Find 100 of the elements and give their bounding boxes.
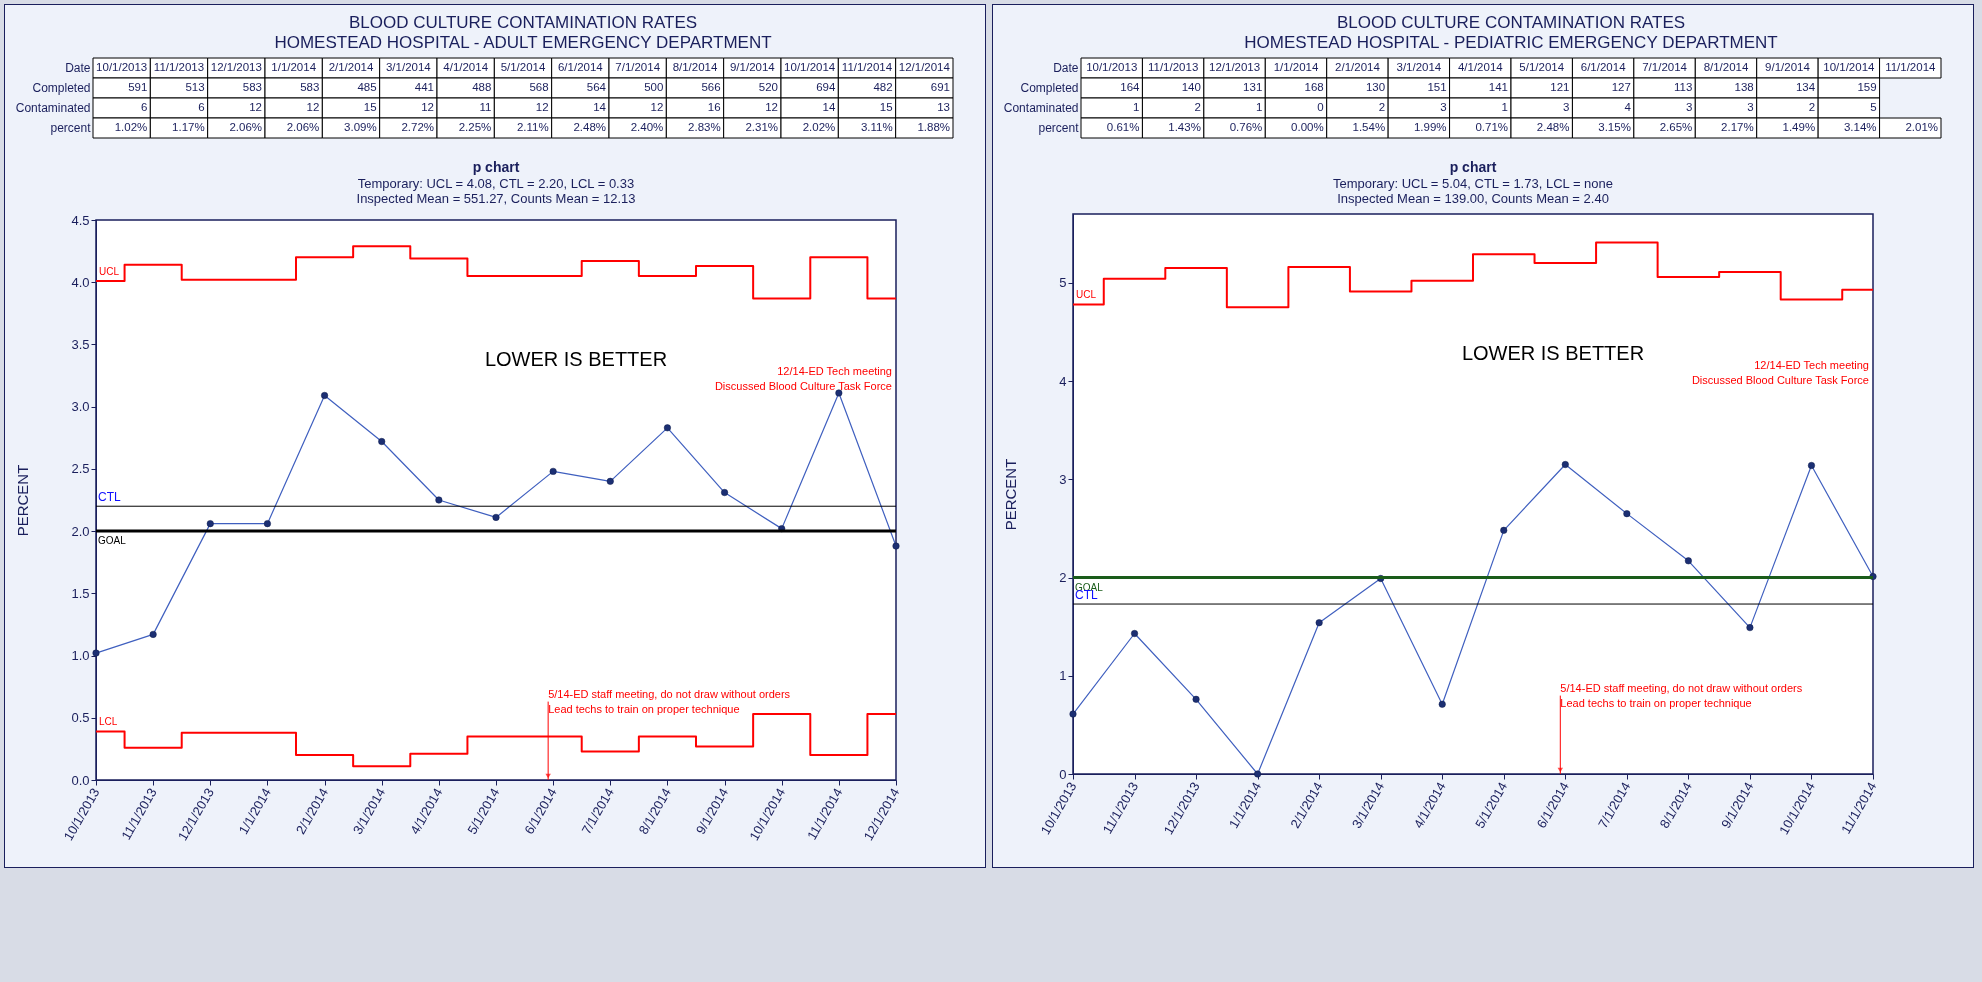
x-tick-label: 10/1/2013 [1086, 61, 1138, 73]
x-tick-label: 8/1/2014 [672, 61, 718, 73]
data-label: 12 [306, 101, 320, 113]
data-label: 591 [128, 81, 148, 93]
y-tick-label: 0.0 [71, 772, 90, 788]
y-tick-label: 3.0 [71, 399, 90, 415]
data-label: 14 [822, 101, 836, 113]
annotation: 12/14-ED Tech meeting Discussed Blood Culture Task Force [1691, 358, 1869, 386]
y-tick-label: 2 [1059, 570, 1067, 586]
data-label: 583 [242, 81, 262, 93]
chart-title: BLOOD CULTURE CONTAMINATION RATES [1336, 12, 1686, 32]
x-tick-label: 2/1/2014 [328, 61, 374, 73]
data-label: 2.48% [573, 121, 606, 133]
data-label: 0.76% [1229, 121, 1263, 133]
data-label: 2.17% [1721, 121, 1754, 133]
data-label: 566 [701, 81, 721, 93]
data-label: 131 [1243, 81, 1263, 93]
data-label: 12 [421, 101, 434, 113]
data-label: 1 [1255, 101, 1263, 113]
y-tick-label: Contaminated [1003, 101, 1079, 115]
data-label: 2 [1808, 101, 1816, 113]
annotation: 5/14-ED staff meeting, do not draw without orders Lead techs to train on proper technique [1560, 681, 1803, 709]
data-label: 2.48% [1536, 121, 1570, 133]
data-label: 2.31% [745, 121, 778, 133]
data-label: 3 [1440, 101, 1447, 113]
data-label: 441 [414, 81, 434, 93]
y-tick-label: 1.5 [71, 585, 90, 601]
series-label: LCL [99, 716, 118, 728]
data-label: 12 [249, 101, 262, 113]
data-label: 3 [1563, 101, 1570, 113]
x-tick-label: 10/1/2014 [1823, 61, 1876, 73]
data-label: 1.43% [1168, 121, 1201, 133]
x-tick-label: 4/1/2014 [1457, 61, 1504, 73]
series-label: UCL [1076, 289, 1097, 301]
x-tick-label: 2/1/2014 [1335, 61, 1381, 73]
data-label: 134 [1795, 81, 1816, 93]
x-tick-label: 12/1/2014 [898, 61, 951, 73]
data-label: 500 [644, 81, 664, 93]
data-label: 2.72% [401, 121, 434, 133]
x-tick-label: 11/1/2013 [1147, 61, 1199, 73]
x-tick-label: 4/1/2014 [443, 61, 489, 73]
x-tick-label: 12/1/2013 [1208, 61, 1261, 73]
y-tick-label: percent [50, 121, 92, 135]
annotation: 5/14-ED staff meeting, do not draw without orders Lead techs to train on proper technique [548, 687, 791, 715]
data-label: 127 [1611, 81, 1631, 93]
data-label: 113 [1673, 81, 1693, 93]
x-tick-label: 6/1/2014 [557, 61, 604, 73]
data-label: 14 [593, 101, 607, 113]
data-label: 3.14% [1843, 121, 1877, 133]
x-tick-label: 3/1/2014 [385, 61, 432, 73]
y-tick-label: 3.5 [71, 336, 90, 352]
x-tick-label: 8/1/2014 [1703, 61, 1749, 73]
x-tick-label: 9/1/2014 [1765, 61, 1811, 73]
data-label: 1.99% [1413, 121, 1447, 133]
y-tick-label: 4 [1059, 373, 1067, 389]
data-label: 159 [1857, 81, 1877, 93]
series-label: UCL [99, 265, 120, 277]
data-label: 141 [1488, 81, 1508, 93]
data-label: 0.00% [1291, 121, 1324, 133]
data-label: 1.54% [1352, 121, 1386, 133]
data-label: 2 [1194, 101, 1201, 113]
x-axis-title: Date [65, 61, 91, 75]
data-label: 2.06% [229, 121, 262, 133]
x-tick-label: 6/1/2014 [1580, 61, 1627, 73]
x-axis-title: Date [1053, 61, 1079, 75]
ref-line-label: GOAL [98, 535, 127, 547]
chart-title: p chart [1449, 159, 1497, 175]
x-tick-label: 7/1/2014 [1642, 61, 1688, 73]
data-label: 694 [816, 81, 836, 93]
data-label: 0.71% [1475, 121, 1508, 133]
chart-subtitle: HOMESTEAD HOSPITAL - ADULT EMERGENCY DEPARTMENT [274, 32, 772, 52]
y-axis-title: PERCENT [1002, 458, 1020, 531]
data-label: 2.01% [1905, 121, 1938, 133]
x-tick-label: 3/1/2014 [1396, 61, 1442, 73]
y-tick-label: 0 [1059, 766, 1067, 782]
data-label: 2.83% [688, 121, 721, 133]
data-label: 482 [873, 81, 893, 93]
data-label: 2 [1378, 101, 1386, 113]
data-label: 12 [535, 101, 549, 113]
data-label: 15 [363, 101, 377, 113]
data-label: 488 [472, 81, 492, 93]
data-label: 3 [1685, 101, 1693, 113]
data-label: 1.17% [172, 121, 205, 133]
chart-subtitle: Temporary: UCL = 4.08, CTL = 2.20, LCL = 0.33 [357, 176, 635, 191]
data-label: 164 [1120, 81, 1141, 93]
data-label: 3.11% [860, 121, 893, 133]
annotation: LOWER IS BETTER [1461, 342, 1645, 364]
y-tick-label: 2.5 [71, 461, 90, 477]
data-label: 3 [1747, 101, 1754, 113]
data-label: 3.09% [344, 121, 377, 133]
data-label: 16 [707, 101, 721, 113]
data-label: 1 [1501, 101, 1508, 113]
annotation: LOWER IS BETTER [484, 348, 668, 370]
y-tick-label: 4.5 [71, 212, 90, 228]
data-label: 6 [140, 101, 148, 113]
y-axis-title: PERCENT [14, 464, 32, 537]
data-label: 13 [937, 101, 950, 113]
x-tick-label: 5/1/2014 [1519, 61, 1565, 73]
data-label: 1.02% [114, 121, 148, 133]
x-tick-label: 10/1/2013 [96, 61, 148, 73]
